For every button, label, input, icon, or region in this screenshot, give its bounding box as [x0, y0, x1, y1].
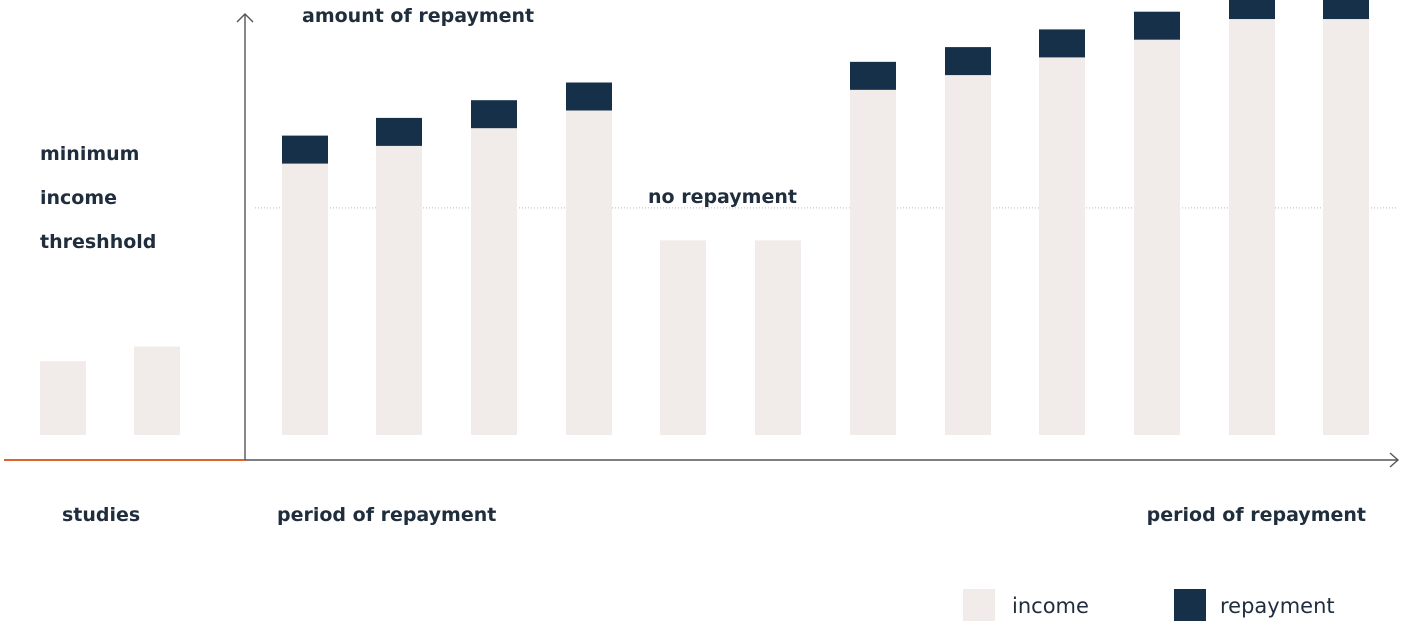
legend-repayment-label: repayment — [1220, 594, 1335, 618]
threshold-label-line-3: threshhold — [40, 231, 156, 253]
studies-period-label: studies — [62, 504, 140, 526]
repayment-bar-6 — [566, 82, 612, 111]
income-bar-5 — [471, 128, 517, 435]
income-bar-14 — [1323, 19, 1369, 436]
repayment-bar-3 — [282, 135, 328, 164]
repayment-bar-9 — [850, 61, 896, 90]
income-bar-13 — [1229, 19, 1275, 436]
bars-group — [40, 0, 1369, 436]
repayment-bar-13 — [1229, 0, 1275, 20]
income-bar-1 — [40, 361, 86, 435]
threshold-label-line-2: income — [40, 187, 117, 209]
repayment-bar-11 — [1039, 29, 1085, 58]
income-bar-6 — [566, 110, 612, 435]
income-bar-9 — [850, 89, 896, 435]
income-bar-4 — [376, 145, 422, 435]
legend-repayment-swatch — [1174, 589, 1206, 621]
y-axis-label: amount of repayment — [302, 5, 534, 27]
threshold-label-line-1: minimum — [40, 143, 139, 165]
legend: income repayment — [963, 589, 1335, 621]
legend-income-label: income — [1012, 594, 1089, 618]
repayment-bar-4 — [376, 117, 422, 146]
income-bar-10 — [945, 75, 991, 435]
repayment-period-label-end: period of repayment — [1147, 504, 1366, 526]
repayment-bar-10 — [945, 47, 991, 76]
income-bar-8 — [755, 240, 801, 435]
income-bar-3 — [282, 163, 328, 435]
income-bar-11 — [1039, 57, 1085, 436]
income-bar-12 — [1134, 39, 1180, 435]
legend-income-swatch — [963, 589, 995, 621]
y-axis-arrow-icon — [236, 13, 254, 23]
repayment-bar-5 — [471, 100, 517, 129]
income-bar-7 — [660, 240, 706, 435]
no-repayment-annotation: no repayment — [648, 186, 797, 208]
repayment-bar-14 — [1323, 0, 1369, 20]
income-bar-2 — [134, 346, 180, 435]
repayment-period-label-start: period of repayment — [277, 504, 496, 526]
x-axis-arrow-icon — [1389, 452, 1400, 468]
repayment-bar-12 — [1134, 11, 1180, 40]
